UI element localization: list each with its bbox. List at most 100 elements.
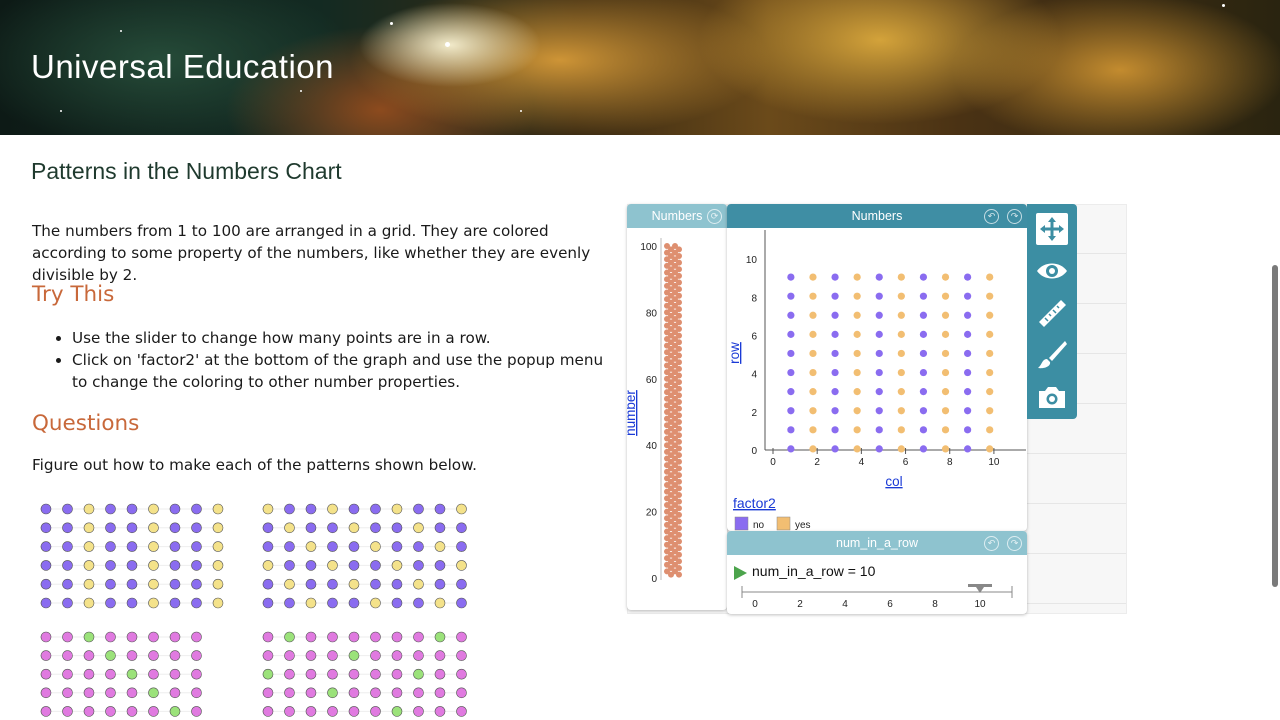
legend-attribute[interactable]: factor2: [733, 495, 776, 511]
case-point[interactable]: [672, 362, 678, 369]
tile-header[interactable]: Numbers ⟳: [627, 204, 727, 228]
case-plot[interactable]: 100 80 60 40 20 0 number: [627, 228, 727, 608]
case-point[interactable]: [668, 385, 674, 392]
graph-point[interactable]: [787, 426, 795, 434]
case-point[interactable]: [664, 249, 670, 256]
case-point[interactable]: [664, 369, 670, 376]
graph-point[interactable]: [941, 407, 950, 415]
graph-point[interactable]: [853, 330, 861, 338]
graph-point[interactable]: [875, 388, 883, 396]
case-point[interactable]: [668, 551, 674, 558]
redo-icon[interactable]: ↷: [1007, 536, 1022, 551]
case-point[interactable]: [668, 365, 674, 372]
graph-point[interactable]: [875, 311, 883, 319]
y-axis-label[interactable]: row: [727, 342, 742, 364]
case-point[interactable]: [664, 561, 670, 568]
case-point[interactable]: [672, 316, 678, 323]
graph-point[interactable]: [941, 388, 950, 396]
undo-icon[interactable]: ↶: [984, 209, 999, 224]
graph-point[interactable]: [964, 349, 972, 358]
case-point[interactable]: [676, 412, 682, 419]
graph-point[interactable]: [875, 407, 883, 415]
case-point[interactable]: [668, 359, 674, 366]
graph-point[interactable]: [853, 273, 861, 281]
graph-point[interactable]: [853, 407, 861, 415]
case-point[interactable]: [676, 538, 682, 545]
graph-point[interactable]: [875, 349, 883, 358]
case-point[interactable]: [676, 252, 682, 259]
case-point[interactable]: [672, 269, 678, 276]
graph-point[interactable]: [897, 292, 905, 300]
graph-point[interactable]: [964, 407, 972, 415]
case-point[interactable]: [664, 342, 670, 349]
case-point[interactable]: [668, 492, 674, 498]
case-point[interactable]: [676, 326, 682, 332]
case-point[interactable]: [676, 259, 682, 266]
case-point[interactable]: [664, 521, 670, 528]
graph-point[interactable]: [941, 349, 950, 358]
graph-point[interactable]: [964, 445, 972, 453]
redo-icon[interactable]: ↷: [1007, 209, 1022, 224]
case-point[interactable]: [664, 243, 670, 249]
case-point[interactable]: [676, 452, 682, 459]
case-point[interactable]: [668, 558, 674, 565]
tile-header[interactable]: Numbers ↶ ↷: [727, 204, 1027, 228]
case-point[interactable]: [668, 545, 674, 552]
graph-point[interactable]: [875, 292, 883, 300]
case-point[interactable]: [664, 508, 670, 515]
graph-point[interactable]: [964, 330, 972, 338]
graph-tile[interactable]: Numbers ↶ ↷ 0 2 4 6 8 10 0 2 4 6 8 10 row col factor2 n…: [727, 204, 1027, 531]
case-point[interactable]: [672, 322, 678, 329]
case-point[interactable]: [664, 428, 670, 435]
graph-point[interactable]: [919, 407, 928, 415]
brush-icon[interactable]: [1035, 338, 1069, 372]
case-point[interactable]: [664, 289, 670, 296]
case-point[interactable]: [668, 452, 674, 459]
case-point[interactable]: [668, 485, 674, 492]
case-point[interactable]: [676, 551, 682, 558]
case-point[interactable]: [672, 369, 678, 376]
case-point[interactable]: [668, 312, 674, 319]
case-point[interactable]: [668, 345, 674, 352]
ruler-icon[interactable]: [1035, 296, 1069, 330]
case-point[interactable]: [664, 309, 670, 316]
case-point[interactable]: [672, 422, 678, 429]
graph-point[interactable]: [831, 273, 839, 281]
graph-point[interactable]: [919, 273, 928, 281]
case-point[interactable]: [672, 541, 678, 548]
graph-point[interactable]: [787, 407, 795, 415]
case-point[interactable]: [664, 389, 670, 396]
graph-point[interactable]: [986, 426, 994, 434]
case-point[interactable]: [668, 472, 674, 479]
graph-point[interactable]: [986, 368, 994, 377]
case-point[interactable]: [676, 392, 682, 399]
move-icon[interactable]: [1035, 212, 1069, 246]
case-point[interactable]: [664, 256, 670, 263]
case-point[interactable]: [668, 319, 674, 326]
case-point[interactable]: [676, 571, 682, 578]
graph-point[interactable]: [986, 407, 994, 415]
case-point[interactable]: [668, 505, 674, 512]
graph-point[interactable]: [875, 368, 883, 377]
close-icon[interactable]: ⟳: [707, 209, 722, 224]
case-point[interactable]: [672, 296, 678, 303]
case-point[interactable]: [672, 442, 678, 449]
graph-point[interactable]: [831, 330, 839, 338]
graph-point[interactable]: [964, 426, 972, 434]
case-point[interactable]: [664, 316, 670, 323]
case-point[interactable]: [664, 302, 670, 309]
case-point[interactable]: [672, 488, 678, 495]
slider-tile[interactable]: num_in_a_row ↶ ↷ num_in_a_row = 10 0 2 4 6 8…: [727, 531, 1027, 614]
case-point[interactable]: [676, 246, 682, 253]
case-point[interactable]: [668, 432, 674, 439]
case-point[interactable]: [664, 276, 670, 283]
graph-point[interactable]: [809, 311, 817, 319]
graph-point[interactable]: [897, 349, 905, 358]
case-point[interactable]: [672, 402, 678, 409]
case-point[interactable]: [672, 521, 678, 528]
graph-point[interactable]: [787, 273, 795, 281]
case-point[interactable]: [672, 462, 678, 469]
graph-point[interactable]: [919, 368, 928, 377]
case-point[interactable]: [672, 395, 678, 402]
case-point[interactable]: [668, 259, 674, 266]
